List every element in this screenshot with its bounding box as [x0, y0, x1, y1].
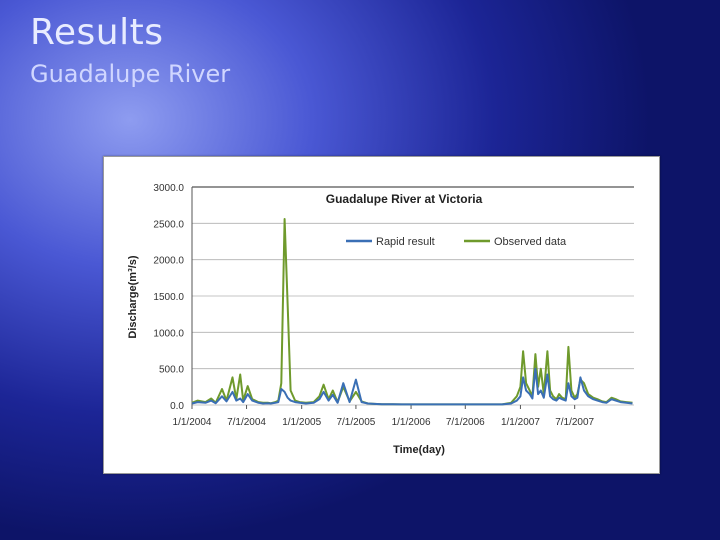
y-tick-label: 1500.0 — [153, 292, 184, 303]
legend-label-observed: Observed data — [494, 236, 567, 248]
y-tick-label: 3000.0 — [153, 183, 184, 194]
y-tick-label: 2500.0 — [153, 219, 184, 230]
x-tick-label: 1/1/2006 — [392, 417, 431, 428]
chart-frame: 0.0 500.0 1000.0 1500.0 2000.0 2500.0 3000.0 1… — [103, 156, 660, 474]
slide-subtitle: Guadalupe River — [30, 60, 231, 88]
y-tick-label: 500.0 — [159, 365, 184, 376]
y-axis-title: Discharge(m³/s) — [127, 255, 139, 338]
x-tick-label: 7/1/2004 — [227, 417, 266, 428]
slide-title: Results — [30, 12, 164, 53]
chart-title: Guadalupe River at Victoria — [326, 192, 483, 206]
x-axis-title: Time(day) — [393, 444, 445, 456]
x-tick-label: 7/1/2005 — [336, 417, 375, 428]
legend: Rapid result Observed data — [346, 236, 567, 248]
series-line-rapid — [191, 367, 633, 406]
y-tick-label: 2000.0 — [153, 256, 184, 267]
series-lines — [191, 218, 633, 406]
y-tick-label: 1000.0 — [153, 328, 184, 339]
x-tick-labels: 1/1/2004 7/1/2004 1/1/2005 7/1/2005 1/1/2006… — [173, 405, 595, 428]
legend-label-rapid: Rapid result — [376, 236, 435, 248]
x-tick-label: 7/1/2006 — [446, 417, 485, 428]
x-tick-label: 1/1/2004 — [173, 417, 212, 428]
x-tick-label: 7/1/2007 — [555, 417, 594, 428]
y-tick-labels: 0.0 500.0 1000.0 1500.0 2000.0 2500.0 3000.0 — [153, 183, 184, 412]
x-tick-label: 1/1/2005 — [282, 417, 321, 428]
x-tick-label: 1/1/2007 — [501, 417, 540, 428]
gridlines — [191, 186, 634, 406]
y-tick-label: 0.0 — [170, 401, 184, 412]
discharge-line-chart: 0.0 500.0 1000.0 1500.0 2000.0 2500.0 3000.0 1… — [127, 183, 634, 456]
